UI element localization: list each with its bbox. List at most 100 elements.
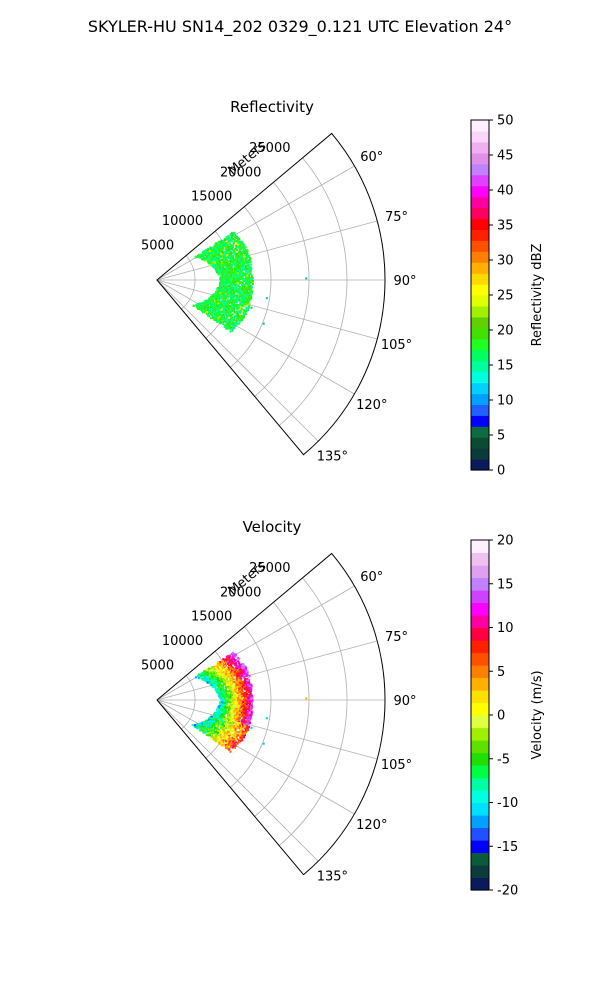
echo-cell xyxy=(233,248,236,251)
echo-cell xyxy=(207,719,210,721)
echo-cell xyxy=(227,295,230,298)
echo-cell xyxy=(246,287,249,290)
echo-cell xyxy=(201,302,204,305)
echo-cell xyxy=(227,234,230,237)
reflectivity-title: Reflectivity xyxy=(230,98,314,116)
echo-cell xyxy=(216,320,219,323)
echo-cell xyxy=(222,301,225,304)
echo-cell xyxy=(246,274,249,277)
echo-cell xyxy=(240,275,243,278)
echo-cell xyxy=(217,672,220,675)
echo-cell xyxy=(244,313,247,315)
echo-cell xyxy=(221,305,224,308)
echo-cell xyxy=(212,721,215,723)
echo-cell xyxy=(243,280,246,282)
echo-cell xyxy=(245,699,248,702)
azimuth-tick-label: 75° xyxy=(385,210,408,225)
echo-cell xyxy=(230,288,232,291)
echo-cell xyxy=(223,706,226,709)
echo-cell xyxy=(239,245,241,247)
azimuth-gridline xyxy=(156,279,319,442)
echo-cell xyxy=(206,669,209,672)
echo-cell xyxy=(214,261,216,264)
colorbar-segment xyxy=(471,120,489,132)
echo-cell xyxy=(221,737,224,740)
echo-cell xyxy=(227,661,230,664)
echo-cell xyxy=(248,255,251,258)
echo-cell xyxy=(235,276,238,279)
echo-cell xyxy=(218,738,221,741)
echo-cell xyxy=(211,295,214,297)
echo-cell xyxy=(245,713,248,716)
colorbar-tick-label: 10 xyxy=(497,394,514,409)
echo-cell xyxy=(241,266,244,269)
echo-cell xyxy=(235,653,237,656)
echo-cell xyxy=(219,305,222,308)
echo-cell xyxy=(236,280,239,283)
echo-cell xyxy=(251,277,254,280)
echo-cell xyxy=(250,699,252,702)
echo-cell xyxy=(250,288,253,291)
echo-cell xyxy=(210,667,213,670)
echo-cell xyxy=(247,281,250,284)
echo-cell xyxy=(212,293,215,296)
echo-cell xyxy=(231,252,234,255)
echo-cell xyxy=(232,304,235,307)
echo-cell xyxy=(214,675,217,678)
echo-cell xyxy=(239,689,242,692)
range-ring xyxy=(254,602,310,817)
echo-cell xyxy=(238,707,241,710)
echo-cell xyxy=(250,683,253,685)
echo-cell xyxy=(208,302,211,305)
echo-cell xyxy=(216,288,219,291)
echo-cell xyxy=(247,261,250,263)
echo-cell xyxy=(220,239,223,242)
echo-cell xyxy=(217,293,220,296)
echo-cell xyxy=(233,693,236,696)
echo-cell xyxy=(237,259,240,262)
echo-cell xyxy=(236,266,239,269)
echo-cell xyxy=(226,304,229,307)
echo-cell xyxy=(218,292,221,294)
echo-cell xyxy=(229,328,232,331)
echo-cell xyxy=(238,739,241,742)
echo-cell xyxy=(219,673,222,676)
colorbar-segment xyxy=(471,207,489,220)
echo-cell xyxy=(230,695,233,698)
echo-cell xyxy=(219,669,222,672)
echo-cell xyxy=(248,264,251,267)
echo-cells xyxy=(191,651,308,753)
echo-cell xyxy=(226,740,229,743)
echo-cell xyxy=(218,670,221,673)
echo-cell xyxy=(237,661,240,664)
echo-cell xyxy=(250,294,253,297)
echo-cell xyxy=(217,244,220,247)
echo-cell xyxy=(215,304,218,307)
echo-cell xyxy=(234,744,237,747)
echo-cell xyxy=(218,705,221,707)
echo-cell xyxy=(243,251,246,254)
echo-cell xyxy=(226,677,229,680)
echo-cell xyxy=(248,288,251,291)
echo-cell xyxy=(241,294,244,296)
echo-cell xyxy=(246,290,249,293)
echo-cell xyxy=(241,300,244,303)
range-tick-label: 25000 xyxy=(249,141,290,156)
echo-cell xyxy=(240,734,243,737)
echo-cell xyxy=(233,315,236,318)
echo-cell xyxy=(216,268,219,271)
echo-cell xyxy=(213,719,216,722)
echo-cell xyxy=(242,261,245,263)
echo-cell xyxy=(228,663,230,665)
echo-cell xyxy=(209,264,212,266)
echo-cell xyxy=(232,699,234,702)
echo-cell xyxy=(215,689,218,692)
echo-cell xyxy=(222,739,225,742)
echo-cell xyxy=(214,248,217,251)
echo-cell xyxy=(222,744,225,747)
echo-cell xyxy=(244,724,247,727)
echo-cell xyxy=(234,294,236,297)
echo-cell xyxy=(203,731,206,734)
echo-cell xyxy=(229,730,232,733)
echo-cell xyxy=(204,721,206,724)
